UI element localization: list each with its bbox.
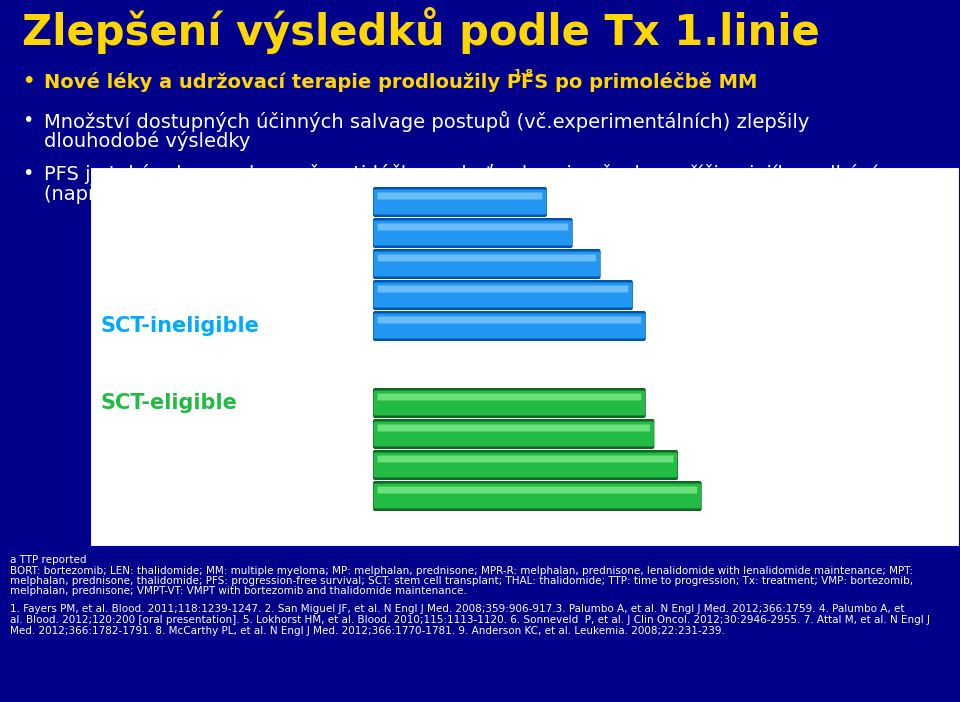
Text: melphalan, prednisone, thalidomide; PFS: progression-free survival; SCT: stem ce: melphalan, prednisone, thalidomide; PFS:… — [10, 576, 913, 586]
FancyBboxPatch shape — [373, 220, 572, 246]
FancyBboxPatch shape — [377, 486, 697, 494]
Text: •: • — [22, 72, 35, 91]
Text: 1-8: 1-8 — [514, 69, 534, 79]
FancyBboxPatch shape — [373, 311, 646, 341]
FancyBboxPatch shape — [377, 286, 629, 293]
Text: Nové léky a udržovací terapie prodloužily PFS po primoléčbě MM: Nové léky a udržovací terapie prodloužil… — [44, 72, 757, 92]
Text: •: • — [22, 164, 34, 183]
FancyBboxPatch shape — [373, 314, 645, 338]
Text: Množství dostupných účinných salvage postupů (vč.experimentálních) zlepšily: Množství dostupných účinných salvage pos… — [44, 111, 809, 132]
Text: dlouhodobé výsledky: dlouhodobé výsledky — [44, 131, 251, 151]
Text: SCT-eligible: SCT-eligible — [100, 393, 237, 413]
Text: al. Blood. 2012;120:200 [oral presentation]. 5. Lokhorst HM, et al. Blood. 2010;: al. Blood. 2012;120:200 [oral presentati… — [10, 615, 930, 625]
FancyBboxPatch shape — [377, 255, 596, 262]
Text: Med. 2012;366:1782-1791. 8. McCarthy PL, et al. N Engl J Med. 2012;366:1770-1781: Med. 2012;366:1782-1791. 8. McCarthy PL,… — [10, 626, 725, 636]
Text: melphalan, prednisone; VMPT-VT: VMPT with bortezomib and thalidomide maintenance: melphalan, prednisone; VMPT-VT: VMPT wit… — [10, 586, 467, 596]
FancyBboxPatch shape — [373, 218, 573, 248]
FancyBboxPatch shape — [373, 388, 646, 418]
FancyBboxPatch shape — [377, 394, 641, 401]
Text: a TTP reported: a TTP reported — [10, 555, 86, 565]
FancyBboxPatch shape — [373, 280, 633, 310]
FancyBboxPatch shape — [373, 419, 655, 449]
Text: Zlepšení výsledků podle Tx 1.linie: Zlepšení výsledků podle Tx 1.linie — [22, 7, 820, 54]
FancyBboxPatch shape — [373, 249, 601, 279]
Text: •: • — [22, 111, 34, 130]
FancyBboxPatch shape — [377, 317, 641, 324]
Text: BORT: bortezomib; LEN: thalidomide; MM: multiple myeloma; MP: melphalan, prednis: BORT: bortezomib; LEN: thalidomide; MM: … — [10, 566, 913, 576]
Text: SCT-ineligible: SCT-ineligible — [100, 316, 259, 336]
Text: 9: 9 — [174, 181, 181, 191]
FancyBboxPatch shape — [373, 390, 645, 416]
FancyBboxPatch shape — [373, 421, 654, 446]
FancyBboxPatch shape — [373, 282, 633, 307]
FancyBboxPatch shape — [373, 484, 701, 508]
FancyBboxPatch shape — [377, 456, 674, 463]
Text: 1. Fayers PM, et al. Blood. 2011;118:1239-1247. 2. San Miguel JF, et al. N Engl : 1. Fayers PM, et al. Blood. 2011;118:123… — [10, 604, 904, 614]
FancyBboxPatch shape — [377, 425, 650, 432]
FancyBboxPatch shape — [90, 167, 960, 547]
FancyBboxPatch shape — [373, 190, 546, 215]
Text: PFS je také odrazem bezpečnosti léčby, neboť zahrnuje všechny příčiny jejího sel: PFS je také odrazem bezpečnosti léčby, n… — [44, 164, 877, 184]
FancyBboxPatch shape — [377, 192, 542, 199]
FancyBboxPatch shape — [373, 481, 702, 511]
Text: (např. toxicitu): (např. toxicitu) — [44, 184, 186, 204]
FancyBboxPatch shape — [377, 223, 568, 230]
FancyBboxPatch shape — [373, 251, 600, 277]
FancyBboxPatch shape — [373, 187, 547, 217]
FancyBboxPatch shape — [373, 453, 678, 477]
FancyBboxPatch shape — [373, 450, 678, 480]
